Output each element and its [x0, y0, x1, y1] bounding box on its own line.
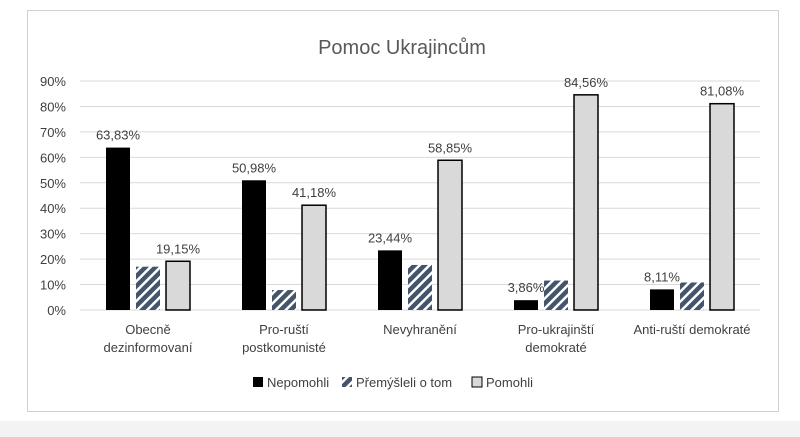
- bar-přemýšleli-o-tom: [272, 290, 296, 310]
- page-bottom-band: [0, 421, 800, 437]
- data-label: 3,86%: [508, 280, 545, 295]
- x-tick-label: Nevyhranění: [383, 322, 457, 337]
- legend-label: Pomohli: [486, 375, 533, 390]
- y-tick-label: 70%: [40, 125, 66, 140]
- bar-nepomohli: [106, 147, 130, 310]
- legend-label: Nepomohli: [267, 375, 329, 390]
- data-label: 63,83%: [96, 128, 141, 143]
- chart-title: Pomoc Ukrajincům: [318, 37, 486, 59]
- x-tick-label: dezinformovaní: [104, 340, 193, 355]
- data-label: 84,56%: [564, 75, 609, 90]
- bar-přemýšleli-o-tom: [544, 280, 568, 310]
- legend-swatch: [342, 377, 352, 387]
- bar-přemýšleli-o-tom: [680, 282, 704, 310]
- x-tick-label: demokraté: [525, 340, 586, 355]
- data-label: 50,98%: [232, 160, 277, 175]
- bar-nepomohli: [242, 180, 266, 310]
- bar-nepomohli: [650, 289, 674, 310]
- y-tick-label: 60%: [40, 150, 66, 165]
- legend-swatch: [471, 376, 483, 388]
- legend-swatch: [253, 377, 263, 387]
- x-tick-label: postkomunisté: [242, 340, 326, 355]
- y-tick-label: 30%: [40, 227, 66, 242]
- y-tick-label: 80%: [40, 99, 66, 114]
- x-tick-label: Pro-ruští: [259, 322, 309, 337]
- y-tick-label: 40%: [40, 201, 66, 216]
- bar-přemýšleli-o-tom: [408, 264, 432, 310]
- bar-nepomohli: [378, 250, 402, 310]
- y-tick-label: 50%: [40, 176, 66, 191]
- bar-pomohli: [437, 159, 463, 311]
- data-label: 41,18%: [292, 185, 337, 200]
- y-tick-label: 0%: [47, 303, 66, 318]
- y-tick-label: 10%: [40, 278, 66, 293]
- chart-frame: [27, 10, 779, 412]
- x-tick-label: Obecně: [125, 322, 171, 337]
- legend-label: Přemýšleli o tom: [356, 375, 452, 390]
- data-label: 19,15%: [156, 241, 201, 256]
- bar-pomohli: [573, 94, 599, 311]
- y-tick-label: 20%: [40, 252, 66, 267]
- bar-pomohli: [165, 260, 191, 311]
- y-tick-label: 90%: [40, 74, 66, 89]
- bar-pomohli: [709, 102, 735, 311]
- x-tick-label: Anti-ruští demokraté: [633, 322, 750, 337]
- data-label: 58,85%: [428, 140, 473, 155]
- data-label: 23,44%: [368, 230, 413, 245]
- bar-přemýšleli-o-tom: [136, 266, 160, 310]
- x-tick-label: Pro-ukrajinští: [518, 322, 595, 337]
- data-label: 81,08%: [700, 84, 745, 99]
- bar-nepomohli: [514, 300, 538, 310]
- bar-pomohli: [301, 204, 327, 311]
- data-label: 8,11%: [644, 269, 680, 284]
